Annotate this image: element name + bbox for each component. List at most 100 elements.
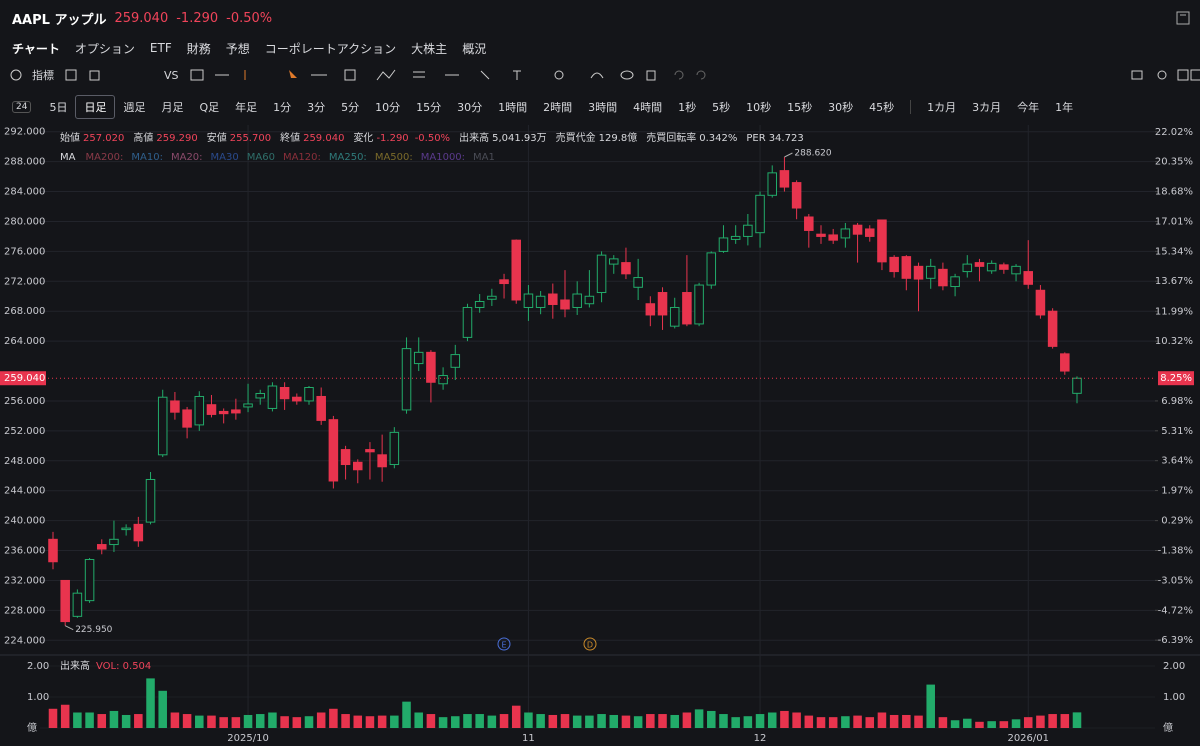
tool-icons[interactable]: [64, 68, 154, 82]
candle-body: [109, 538, 119, 546]
candle-body: [450, 354, 461, 368]
timeframe[interactable]: 4時間: [633, 101, 663, 114]
volume-bar: [243, 714, 253, 728]
candle-body: [548, 293, 558, 305]
volume-bar: [670, 714, 679, 728]
tab[interactable]: オプション: [74, 41, 135, 56]
timeframe[interactable]: 30秒: [828, 101, 854, 114]
tab[interactable]: 予想: [225, 41, 250, 56]
event-marker[interactable]: [497, 637, 511, 651]
range[interactable]: 1カ月: [927, 101, 957, 114]
volume-bar: [524, 712, 533, 728]
timeframe[interactable]: 3時間: [588, 101, 618, 114]
timeframe[interactable]: 2時間: [543, 101, 573, 114]
divider: [910, 100, 912, 114]
timeframe[interactable]: 週足: [123, 101, 146, 114]
volume-bar: [134, 714, 143, 728]
candle-body: [304, 387, 314, 402]
volume-bar: [609, 714, 619, 728]
volume-bar: [97, 714, 107, 728]
y2-tick-label: 18.68%: [1155, 187, 1193, 198]
timeframe[interactable]: Q足: [199, 101, 220, 114]
annotation-leader: [64, 625, 74, 631]
candle-body: [413, 351, 424, 365]
timeframe[interactable]: 1秒: [678, 101, 697, 114]
timeframe[interactable]: 10秒: [746, 101, 772, 114]
tab[interactable]: チャート: [12, 41, 60, 56]
candle-body: [950, 276, 960, 288]
timeframe[interactable]: 1時間: [498, 101, 528, 114]
window-icon[interactable]: [1176, 11, 1190, 25]
volume-bar: [938, 717, 948, 728]
volume-bar: [48, 708, 58, 728]
volume-bar: [719, 714, 728, 728]
timeframe[interactable]: 1分: [273, 101, 292, 114]
candle-body: [499, 279, 509, 285]
volume-bar: [158, 690, 167, 728]
timeframe[interactable]: 30分: [457, 101, 483, 114]
candle-body: [401, 348, 412, 411]
compare-button[interactable]: VS: [164, 68, 179, 82]
volume-bar: [73, 712, 82, 728]
y2-tick-label: 11.99%: [1155, 306, 1193, 317]
drawing-tools[interactable]: [189, 68, 1200, 82]
candle-body: [938, 268, 948, 287]
volume-bar: [341, 714, 350, 728]
candle-body: [1060, 353, 1070, 372]
candle-body: [560, 299, 570, 310]
tab[interactable]: 大株主: [411, 41, 448, 56]
tab[interactable]: 財務: [186, 41, 211, 56]
timeframe[interactable]: 日足: [75, 95, 116, 119]
indicators-button[interactable]: 指標: [32, 69, 54, 82]
candle-body: [986, 262, 997, 272]
info-text: PER: [746, 133, 765, 144]
info-text: 売買回転率: [646, 131, 696, 144]
volume-bar: [377, 715, 387, 728]
info-text: 259.040: [303, 133, 344, 144]
y-tick-label: 264.000: [4, 336, 45, 347]
y-tick-label: 284.000: [4, 187, 45, 198]
timeframe[interactable]: 年足: [235, 101, 258, 114]
volume-bar: [963, 718, 972, 728]
candle-body: [657, 292, 668, 316]
timeframe[interactable]: 15秒: [787, 101, 813, 114]
timeframe[interactable]: 3分: [307, 101, 326, 114]
timeframe[interactable]: 10分: [375, 101, 401, 114]
timeframe[interactable]: 5秒: [712, 101, 731, 114]
volume-bar: [707, 710, 716, 728]
candle-body: [133, 523, 144, 542]
x-tick-label: 12: [754, 733, 767, 744]
volume-bar: [255, 714, 265, 728]
volume-bar: [816, 717, 826, 728]
volume-bar: [146, 678, 155, 728]
indicator-icon[interactable]: [10, 69, 22, 81]
candle-body: [925, 265, 936, 279]
price: 259.040: [114, 10, 169, 26]
symbol: AAPL アップル: [12, 12, 107, 28]
volume-title: 出来高: [60, 659, 90, 672]
candle-body: [1072, 377, 1082, 394]
range[interactable]: 3カ月: [972, 101, 1002, 114]
settings-icons[interactable]: [1130, 68, 1190, 82]
volume-bar: [1072, 712, 1082, 728]
volume-bar: [170, 712, 180, 728]
timeframe[interactable]: 5分: [341, 101, 360, 114]
timeframe[interactable]: 45秒: [869, 101, 895, 114]
x-tick-label: 2026/01: [1007, 733, 1049, 744]
timeframe[interactable]: 月足: [161, 101, 184, 114]
tab[interactable]: コーポレートアクション: [264, 41, 397, 56]
candle-body: [913, 265, 924, 280]
candle-body: [438, 375, 448, 385]
range[interactable]: 今年: [1017, 101, 1040, 114]
y-tick-label: 292.000: [4, 127, 45, 138]
layout-selector[interactable]: 24: [12, 101, 32, 113]
timeframe[interactable]: 15分: [416, 101, 442, 114]
event-marker[interactable]: [583, 637, 597, 651]
range[interactable]: 1年: [1055, 101, 1074, 114]
tab[interactable]: ETF: [149, 41, 172, 55]
ma-line: MA200:: [85, 152, 123, 163]
volume-bar: [390, 715, 399, 728]
timeframe[interactable]: 5日: [49, 101, 68, 114]
tab[interactable]: 概況: [462, 41, 487, 56]
